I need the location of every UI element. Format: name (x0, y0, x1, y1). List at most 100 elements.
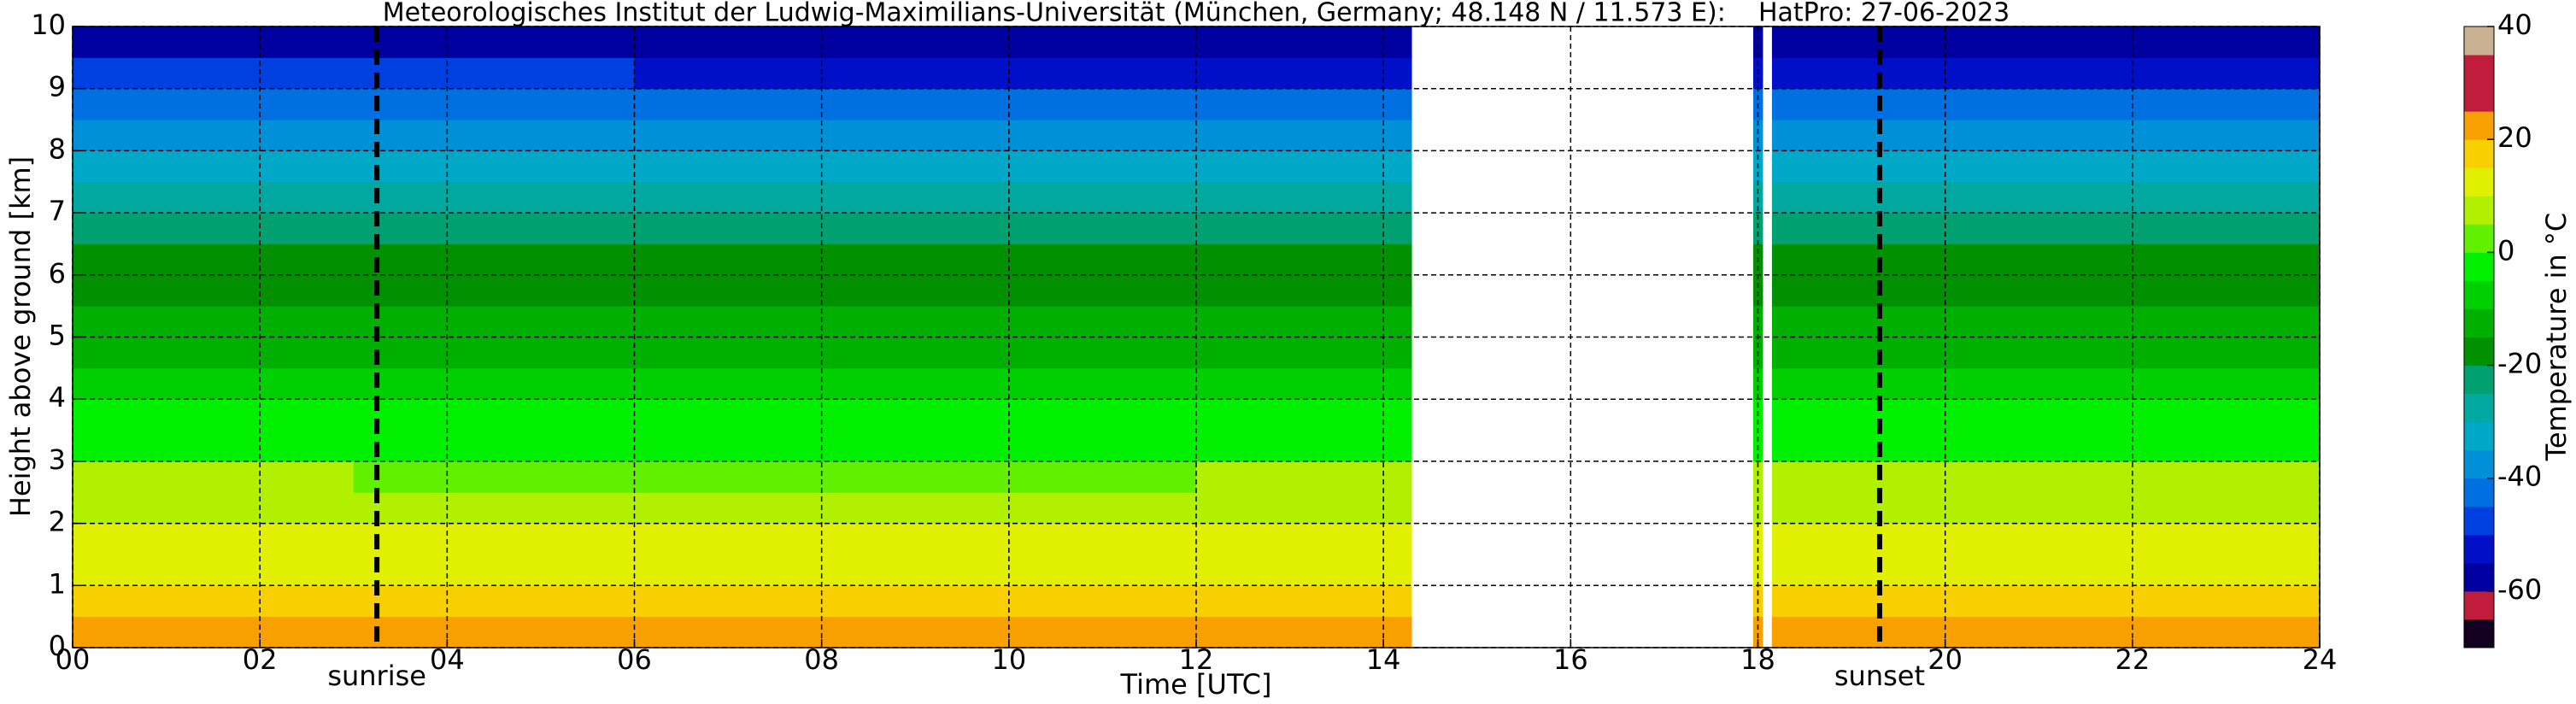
heatmap-cell (353, 616, 635, 648)
heatmap-cell (1196, 523, 1412, 555)
heatmap-cell (1196, 461, 1412, 493)
heatmap-cell (73, 150, 355, 183)
heatmap-cell (73, 399, 355, 431)
colorbar-segment (2464, 393, 2494, 423)
y-axis-label: Height above ground [km] (4, 156, 37, 517)
heatmap-cell (1771, 430, 2039, 462)
heatmap-cell (634, 57, 916, 90)
heatmap-cell (1196, 367, 1412, 400)
heatmap-cell (634, 492, 916, 525)
x-tick-label: 00 (56, 643, 91, 676)
heatmap-cell (1771, 57, 2039, 90)
heatmap-cell (915, 26, 1197, 58)
colorbar-segment (2464, 111, 2494, 140)
heatmap-cell (634, 585, 916, 618)
heatmap-cell (1771, 88, 2039, 120)
colorbar-tick-label: 0 (2497, 234, 2514, 267)
heatmap-cell (1196, 88, 1412, 120)
colorbar-tick-label: 40 (2497, 9, 2532, 41)
y-tick-label: 6 (49, 257, 66, 290)
heatmap-cell (634, 523, 916, 555)
annotation-label: sunset (1834, 660, 1925, 692)
heatmap-cell (634, 616, 916, 648)
heatmap-cell (915, 120, 1197, 151)
heatmap-cell (73, 306, 355, 337)
colorbar-segment (2464, 337, 2494, 367)
heatmap-cell (1771, 213, 2039, 244)
y-tick-label: 2 (49, 506, 66, 538)
heatmap-cell (353, 57, 635, 90)
heatmap-cell (73, 120, 355, 151)
x-tick-label: 24 (2303, 643, 2338, 676)
colorbar-segment (2464, 365, 2494, 395)
heatmap-cell (353, 26, 635, 58)
heatmap-cell (1753, 461, 1763, 493)
colorbar-segment (2464, 478, 2494, 507)
heatmap-cell (634, 430, 916, 462)
colorbar-tick-label: -20 (2497, 348, 2542, 380)
heatmap-cell (1196, 57, 1412, 90)
heatmap-cell (634, 88, 916, 120)
heatmap-cell (1771, 367, 2039, 400)
heatmap-cell (2039, 492, 2321, 525)
heatmap-cell (73, 367, 355, 400)
heatmap-cell (73, 26, 355, 58)
heatmap-cell (634, 26, 916, 58)
heatmap-cell (634, 461, 916, 493)
heatmap-cell (2039, 274, 2321, 307)
heatmap-cell (2039, 57, 2321, 90)
plot-frame (72, 26, 2321, 648)
heatmap-cell (73, 88, 355, 120)
colorbar-segment (2464, 421, 2494, 451)
heatmap-cell (73, 181, 355, 214)
heatmap-cell (353, 243, 635, 276)
colorbar-segment (2464, 196, 2494, 225)
heatmap-cell (1196, 337, 1412, 369)
heatmap-cell (1753, 554, 1763, 586)
heatmap-cell (1196, 213, 1412, 244)
heatmap-cell (634, 337, 916, 369)
heatmap-cell (915, 243, 1197, 276)
heatmap-cell (2039, 399, 2321, 431)
heatmap-cell (915, 150, 1197, 183)
x-axis-label: Time [UTC] (1120, 668, 1272, 701)
heatmap-cell (915, 367, 1197, 400)
x-tick-label: 18 (1740, 643, 1775, 676)
heatmap-cell (915, 274, 1197, 307)
colorbar-segment (2464, 83, 2494, 112)
heatmap-cell (1771, 616, 2039, 648)
colorbar-segment (2464, 308, 2494, 337)
heatmap-cell (915, 57, 1197, 90)
heatmap-cell (353, 585, 635, 618)
heatmap-cell (1771, 306, 2039, 337)
heatmap-cell (353, 523, 635, 555)
heatmap-cell (353, 554, 635, 586)
colorbar-tick-label: 20 (2497, 121, 2532, 154)
heatmap-cell (1771, 492, 2039, 525)
heatmap-cell (634, 274, 916, 307)
heatmap-cell (1753, 120, 1763, 151)
x-tick-label: 14 (1366, 643, 1401, 676)
heatmap-cell (915, 181, 1197, 214)
heatmap-cell (2039, 88, 2321, 120)
heatmap-cell (353, 150, 635, 183)
heatmap-cell (353, 306, 635, 337)
colorbar-label: Temperature in °C (2540, 213, 2573, 462)
heatmap-cell (2039, 181, 2321, 214)
heatmap-cell (1196, 585, 1412, 618)
heatmap-cell (1771, 243, 2039, 276)
heatmap-cell (353, 430, 635, 462)
heatmap-cell (2039, 367, 2321, 400)
x-tick-label: 20 (1928, 643, 1963, 676)
heatmap-cell (1771, 523, 2039, 555)
heatmap-cell (1771, 337, 2039, 369)
colorbar-tick-label: -60 (2497, 573, 2542, 606)
heatmap-cell (1196, 181, 1412, 214)
heatmap-cell (634, 367, 916, 400)
colorbar-frame (2463, 26, 2495, 648)
heatmap-cell (1753, 26, 1763, 58)
chart-title: Meteorologisches Institut der Ludwig-Max… (383, 0, 2010, 28)
heatmap-cell (634, 181, 916, 214)
y-tick-label: 7 (49, 195, 66, 227)
heatmap-cell (2039, 26, 2321, 58)
